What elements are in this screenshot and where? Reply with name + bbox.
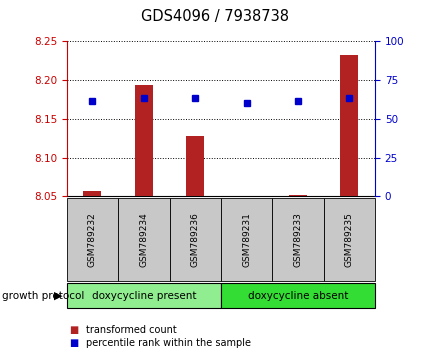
Bar	[135, 85, 153, 196]
Text: transformed count: transformed count	[86, 325, 177, 335]
Text: ■: ■	[69, 325, 78, 335]
Text: GSM789234: GSM789234	[139, 212, 148, 267]
Text: GSM789232: GSM789232	[88, 212, 97, 267]
Text: GSM789231: GSM789231	[242, 212, 251, 267]
Text: doxycycline present: doxycycline present	[92, 291, 196, 301]
Text: GSM789233: GSM789233	[293, 212, 302, 267]
Bar	[237, 196, 255, 198]
Text: GSM789236: GSM789236	[190, 212, 199, 267]
Text: growth protocol: growth protocol	[2, 291, 84, 301]
Text: GDS4096 / 7938738: GDS4096 / 7938738	[141, 9, 289, 24]
Bar	[288, 195, 306, 196]
Text: GSM789235: GSM789235	[344, 212, 353, 267]
Text: ■: ■	[69, 338, 78, 348]
Bar	[340, 55, 357, 196]
Text: doxycycline absent: doxycycline absent	[247, 291, 347, 301]
Bar	[83, 191, 101, 196]
Text: ▶: ▶	[54, 291, 62, 301]
Text: percentile rank within the sample: percentile rank within the sample	[86, 338, 251, 348]
Bar	[186, 136, 204, 196]
